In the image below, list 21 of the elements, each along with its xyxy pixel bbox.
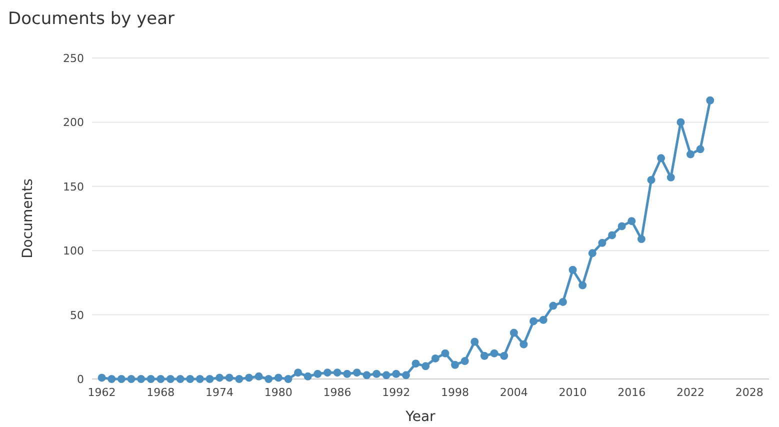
y-tick-label: 150 [63,180,84,194]
x-tick-label: 1980 [264,386,292,399]
y-axis-title: Documents [20,178,36,258]
x-tick-label: 2028 [735,386,764,399]
x-tick-label: 1986 [323,386,352,399]
y-tick-label: 100 [63,244,84,258]
y-tick-label: 50 [70,308,84,322]
x-tick-label: 1968 [146,386,175,399]
x-tick-label: 1974 [206,386,234,399]
y-tick-label: 0 [77,373,84,386]
x-tick-label: 2010 [558,386,587,399]
x-tick-label: 2004 [500,386,528,399]
x-tick-label: 1992 [382,386,410,399]
x-tick-label: 2016 [618,386,646,399]
x-tick-label: 2022 [676,386,705,399]
x-tick-label: 1998 [441,386,470,399]
y-tick-label: 200 [63,116,84,130]
x-axis-title: Year [404,409,436,425]
y-tick-label: 250 [63,52,84,65]
x-tick-label: 1962 [88,386,116,399]
chart-title: Documents by year [8,9,175,29]
